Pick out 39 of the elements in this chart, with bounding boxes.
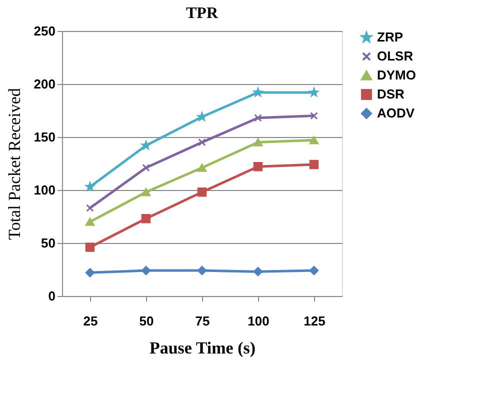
point (197, 187, 207, 197)
y-tick-label: 250 (34, 24, 56, 38)
point (85, 218, 95, 226)
x-axis-title: Pause Time (s) (149, 338, 256, 358)
point (253, 266, 263, 276)
point (254, 114, 262, 122)
y-tick-label: 200 (34, 76, 56, 92)
point (309, 136, 319, 144)
x-tick-label: 50 (139, 314, 154, 328)
y-tick-label: 100 (34, 182, 56, 198)
legend-label: OLSR (377, 48, 414, 64)
point (86, 204, 94, 212)
legend-label: DYMO (377, 68, 416, 82)
x-tick-label: 75 (195, 314, 210, 328)
point (253, 138, 263, 146)
point (197, 164, 207, 172)
chart-title: TPR (186, 5, 218, 22)
point (141, 188, 151, 196)
point (141, 266, 151, 276)
point (85, 242, 95, 252)
x-tick-label: 25 (83, 314, 98, 328)
point (310, 112, 318, 120)
point (309, 160, 319, 170)
legend-label: DSR (377, 86, 406, 102)
x-tick-label: 125 (304, 314, 326, 328)
point (198, 138, 206, 146)
y-tick-label: 150 (34, 130, 56, 144)
y-tick-label: 0 (48, 288, 56, 304)
legend-label: AODV (377, 106, 415, 120)
y-axis-title: Total Packet Received (4, 88, 24, 240)
x-tick-label: 100 (248, 314, 270, 328)
point (141, 214, 151, 224)
point (253, 162, 263, 172)
point (309, 266, 319, 276)
legend-label: ZRP (377, 30, 404, 44)
point (85, 268, 95, 278)
point (197, 266, 207, 276)
y-tick-label: 50 (41, 236, 56, 250)
point (142, 164, 150, 172)
